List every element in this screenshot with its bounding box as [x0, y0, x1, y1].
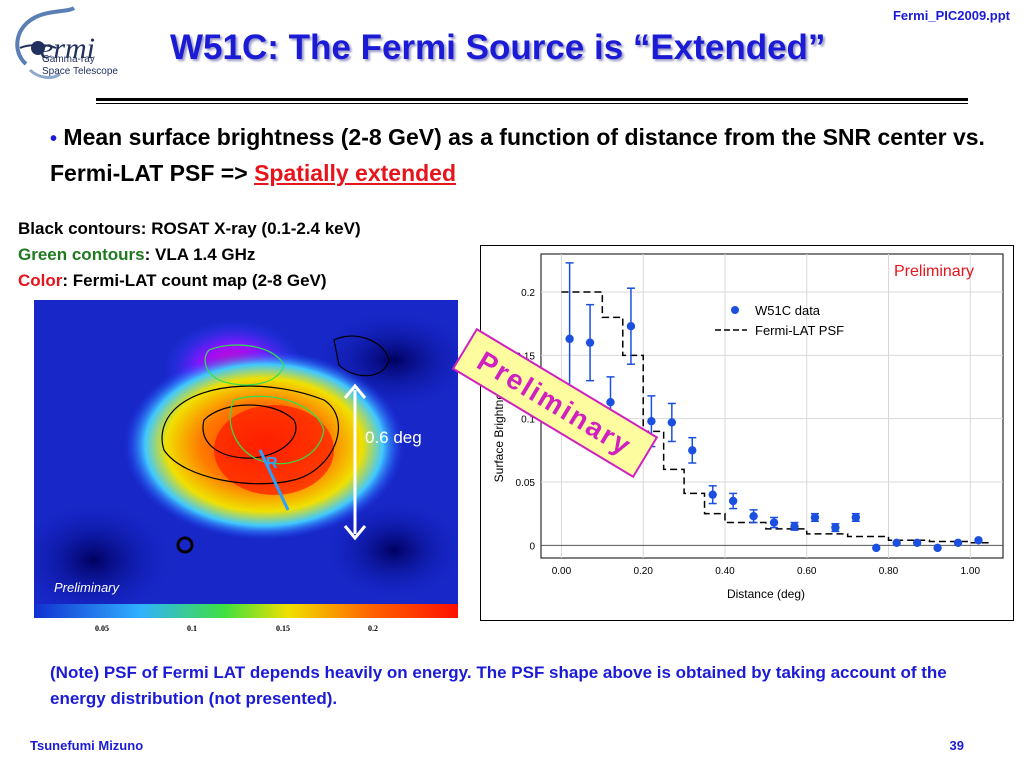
x-tick-label: 0.80 [879, 566, 899, 577]
x-tick-label: 0.40 [715, 566, 735, 577]
data-point [912, 538, 922, 547]
data-point [626, 322, 636, 331]
y-tick-label: 0 [529, 541, 535, 552]
colorbar-tick: 0.05 [95, 624, 109, 633]
data-point [647, 417, 656, 426]
psf-series [561, 291, 991, 544]
map-preliminary-label: Preliminary [54, 580, 120, 595]
data-point [565, 334, 574, 344]
colorbar-tick: 0.1 [187, 624, 197, 633]
legend-black-contours: Black contours: ROSAT X-ray (0.1-2.4 keV… [18, 219, 361, 238]
x-tick-label: 0.20 [633, 566, 653, 577]
psf-step-line [561, 291, 991, 544]
data-point [892, 538, 901, 547]
data-point [851, 513, 861, 522]
data-point [688, 446, 697, 455]
x-tick-label: 0.00 [552, 566, 572, 577]
legend-psf-label: Fermi-LAT PSF [755, 323, 844, 338]
bullet-text: Mean surface brightness (2-8 GeV) as a f… [50, 124, 985, 186]
page-number: 39 [949, 738, 964, 753]
data-point [953, 538, 963, 547]
x-axis-label: Distance (deg) [727, 587, 805, 601]
bullet-dot-icon: • [50, 128, 58, 150]
map-legend: Black contours: ROSAT X-ray (0.1-2.4 keV… [18, 216, 361, 294]
logo-subtitle: Gamma-ray Space Telescope [42, 54, 118, 78]
y-tick-label: 0.2 [521, 288, 535, 299]
logo-subtitle-line2: Space Telescope [42, 66, 118, 77]
plot-ticks: 0.00 0.20 0.40 0.60 0.80 1.00 0 0.05 0.1 0.15 0.2 [516, 288, 981, 577]
y-tick-label: 0.05 [516, 478, 536, 489]
data-point [933, 543, 942, 553]
footnote: (Note) PSF of Fermi LAT depends heavily … [50, 663, 947, 708]
data-point [749, 512, 758, 521]
data-point [667, 418, 677, 427]
bullet-point: • Mean surface brightness (2-8 GeV) as a… [50, 120, 1010, 190]
map-radius-label: R [266, 455, 278, 472]
legend-color: Color: Fermi-LAT count map (2-8 GeV) [18, 268, 361, 294]
title-rule-thin [96, 103, 968, 104]
data-point [831, 523, 840, 532]
data-point [810, 513, 820, 522]
y-tick-label: 0.15 [516, 351, 536, 362]
x-tick-label: 1.00 [961, 566, 981, 577]
logo-wordmark: ermi [40, 32, 95, 65]
colorbar [34, 604, 458, 618]
data-point [769, 518, 779, 527]
legend-color-rest: : Fermi-LAT count map (2-8 GeV) [62, 271, 327, 290]
data-point [708, 490, 717, 499]
colorbar-tick: 0.15 [276, 624, 290, 633]
scale-double-arrow [343, 383, 367, 541]
legend-data-label: W51C data [755, 303, 821, 318]
title-rule-thick [96, 98, 968, 101]
legend-color-label: Color [18, 271, 63, 290]
file-name: Fermi_PIC2009.ppt [892, 8, 1010, 23]
scale-label: 0.6 deg [365, 428, 422, 447]
legend-green-rest: : VLA 1.4 GHz [144, 245, 256, 264]
data-point [606, 398, 615, 407]
data-point [872, 543, 881, 553]
slide-title: W51C: The Fermi Source is “Extended” [170, 28, 826, 67]
y-tick-label: 0.1 [521, 415, 535, 426]
fermi-count-map: R [34, 300, 458, 618]
plot-annotation: Preliminary [894, 263, 974, 280]
preliminary-stamp: Preliminary [451, 327, 659, 479]
legend-green-contours: Green contours: VLA 1.4 GHz [18, 242, 361, 268]
fermi-logo [15, 6, 76, 79]
data-point [585, 338, 595, 347]
colorbar-tick: 0.2 [368, 624, 378, 633]
legend-data-marker [731, 306, 739, 314]
data-point [790, 522, 799, 531]
stamp-text: Preliminary [472, 345, 638, 461]
logo-subtitle-line1: Gamma-ray [42, 54, 95, 65]
data-point [728, 496, 738, 506]
x-tick-label: 0.60 [797, 566, 817, 577]
author-name: Tsunefumi Mizuno [30, 738, 144, 753]
legend-green-label: Green contours [18, 245, 145, 264]
data-series [565, 262, 983, 553]
bullet-highlight: Spatially extended [254, 160, 457, 186]
data-point [974, 536, 983, 545]
